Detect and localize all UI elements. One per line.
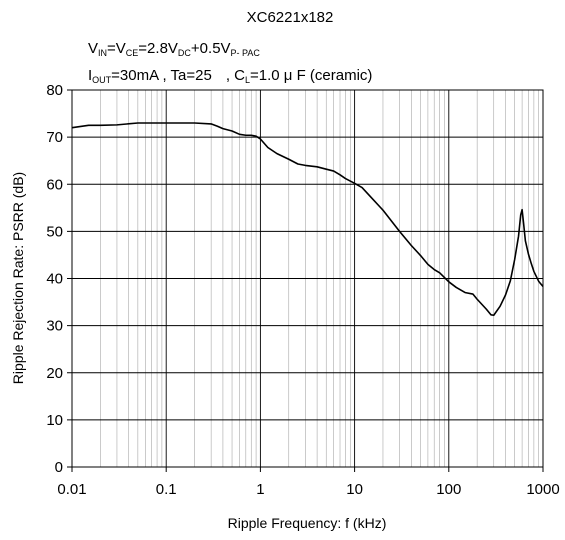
x-tick-label: 10 bbox=[346, 481, 363, 498]
condition-line-1: VIN=VCE=2.8VDC+0.5VP- PAC bbox=[88, 40, 260, 58]
psrr-series-line bbox=[71, 122, 544, 317]
iout-symbol: I bbox=[88, 67, 92, 84]
ppac-subscript: P- PAC bbox=[231, 48, 261, 58]
x-axis-label: Ripple Frequency: f (kHz) bbox=[228, 515, 387, 531]
x-tick-label: 1000 bbox=[526, 481, 559, 498]
vin-symbol: V bbox=[88, 40, 98, 57]
vdc-value: =2.8V bbox=[138, 40, 178, 57]
iout-value: =30mA , Ta=25 bbox=[111, 67, 212, 84]
vce-subscript: CE bbox=[126, 48, 139, 58]
plot-area-frame bbox=[71, 89, 544, 468]
vce-symbol: =V bbox=[107, 40, 126, 57]
x-tick-label: 1 bbox=[256, 481, 264, 498]
cl-subscript: L bbox=[245, 75, 250, 85]
chart-header: XC6221x182 VIN=VCE=2.8VDC+0.5VP- PAC IOU… bbox=[88, 9, 372, 85]
vin-subscript: IN bbox=[98, 48, 107, 58]
y-tick-label: 10 bbox=[46, 412, 63, 429]
dc-subscript: DC bbox=[178, 48, 191, 58]
cl-value: =1.0 μ F (ceramic) bbox=[250, 67, 372, 84]
x-tick-label: 0.1 bbox=[156, 481, 177, 498]
x-tick-label: 0.01 bbox=[57, 481, 86, 498]
cl-prefix: , C bbox=[226, 67, 245, 84]
y-tick-label: 70 bbox=[46, 129, 63, 146]
y-axis-label: Ripple Rejection Rate: PSRR (dB) bbox=[10, 172, 26, 384]
y-tick-label: 20 bbox=[46, 365, 63, 382]
y-tick-label: 50 bbox=[46, 223, 63, 240]
plot-grid bbox=[71, 89, 544, 468]
ripple-value: +0.5V bbox=[191, 40, 231, 57]
iout-subscript: OUT bbox=[92, 75, 112, 85]
condition-line-2: IOUT=30mA , Ta=25 , CL=1.0 μ F (ceramic) bbox=[88, 67, 372, 85]
y-tick-label: 30 bbox=[46, 318, 63, 335]
axis-ticks: 0.01 0.1 1 10 100 1000 0 10 20 30 40 50 60 70 80 bbox=[46, 82, 559, 498]
y-tick-label: 40 bbox=[46, 271, 63, 288]
y-tick-label: 60 bbox=[46, 176, 63, 193]
chart-title: XC6221x182 bbox=[247, 9, 334, 26]
y-tick-label: 0 bbox=[55, 459, 63, 476]
x-tick-label: 100 bbox=[436, 481, 461, 498]
y-tick-label: 80 bbox=[46, 82, 63, 99]
